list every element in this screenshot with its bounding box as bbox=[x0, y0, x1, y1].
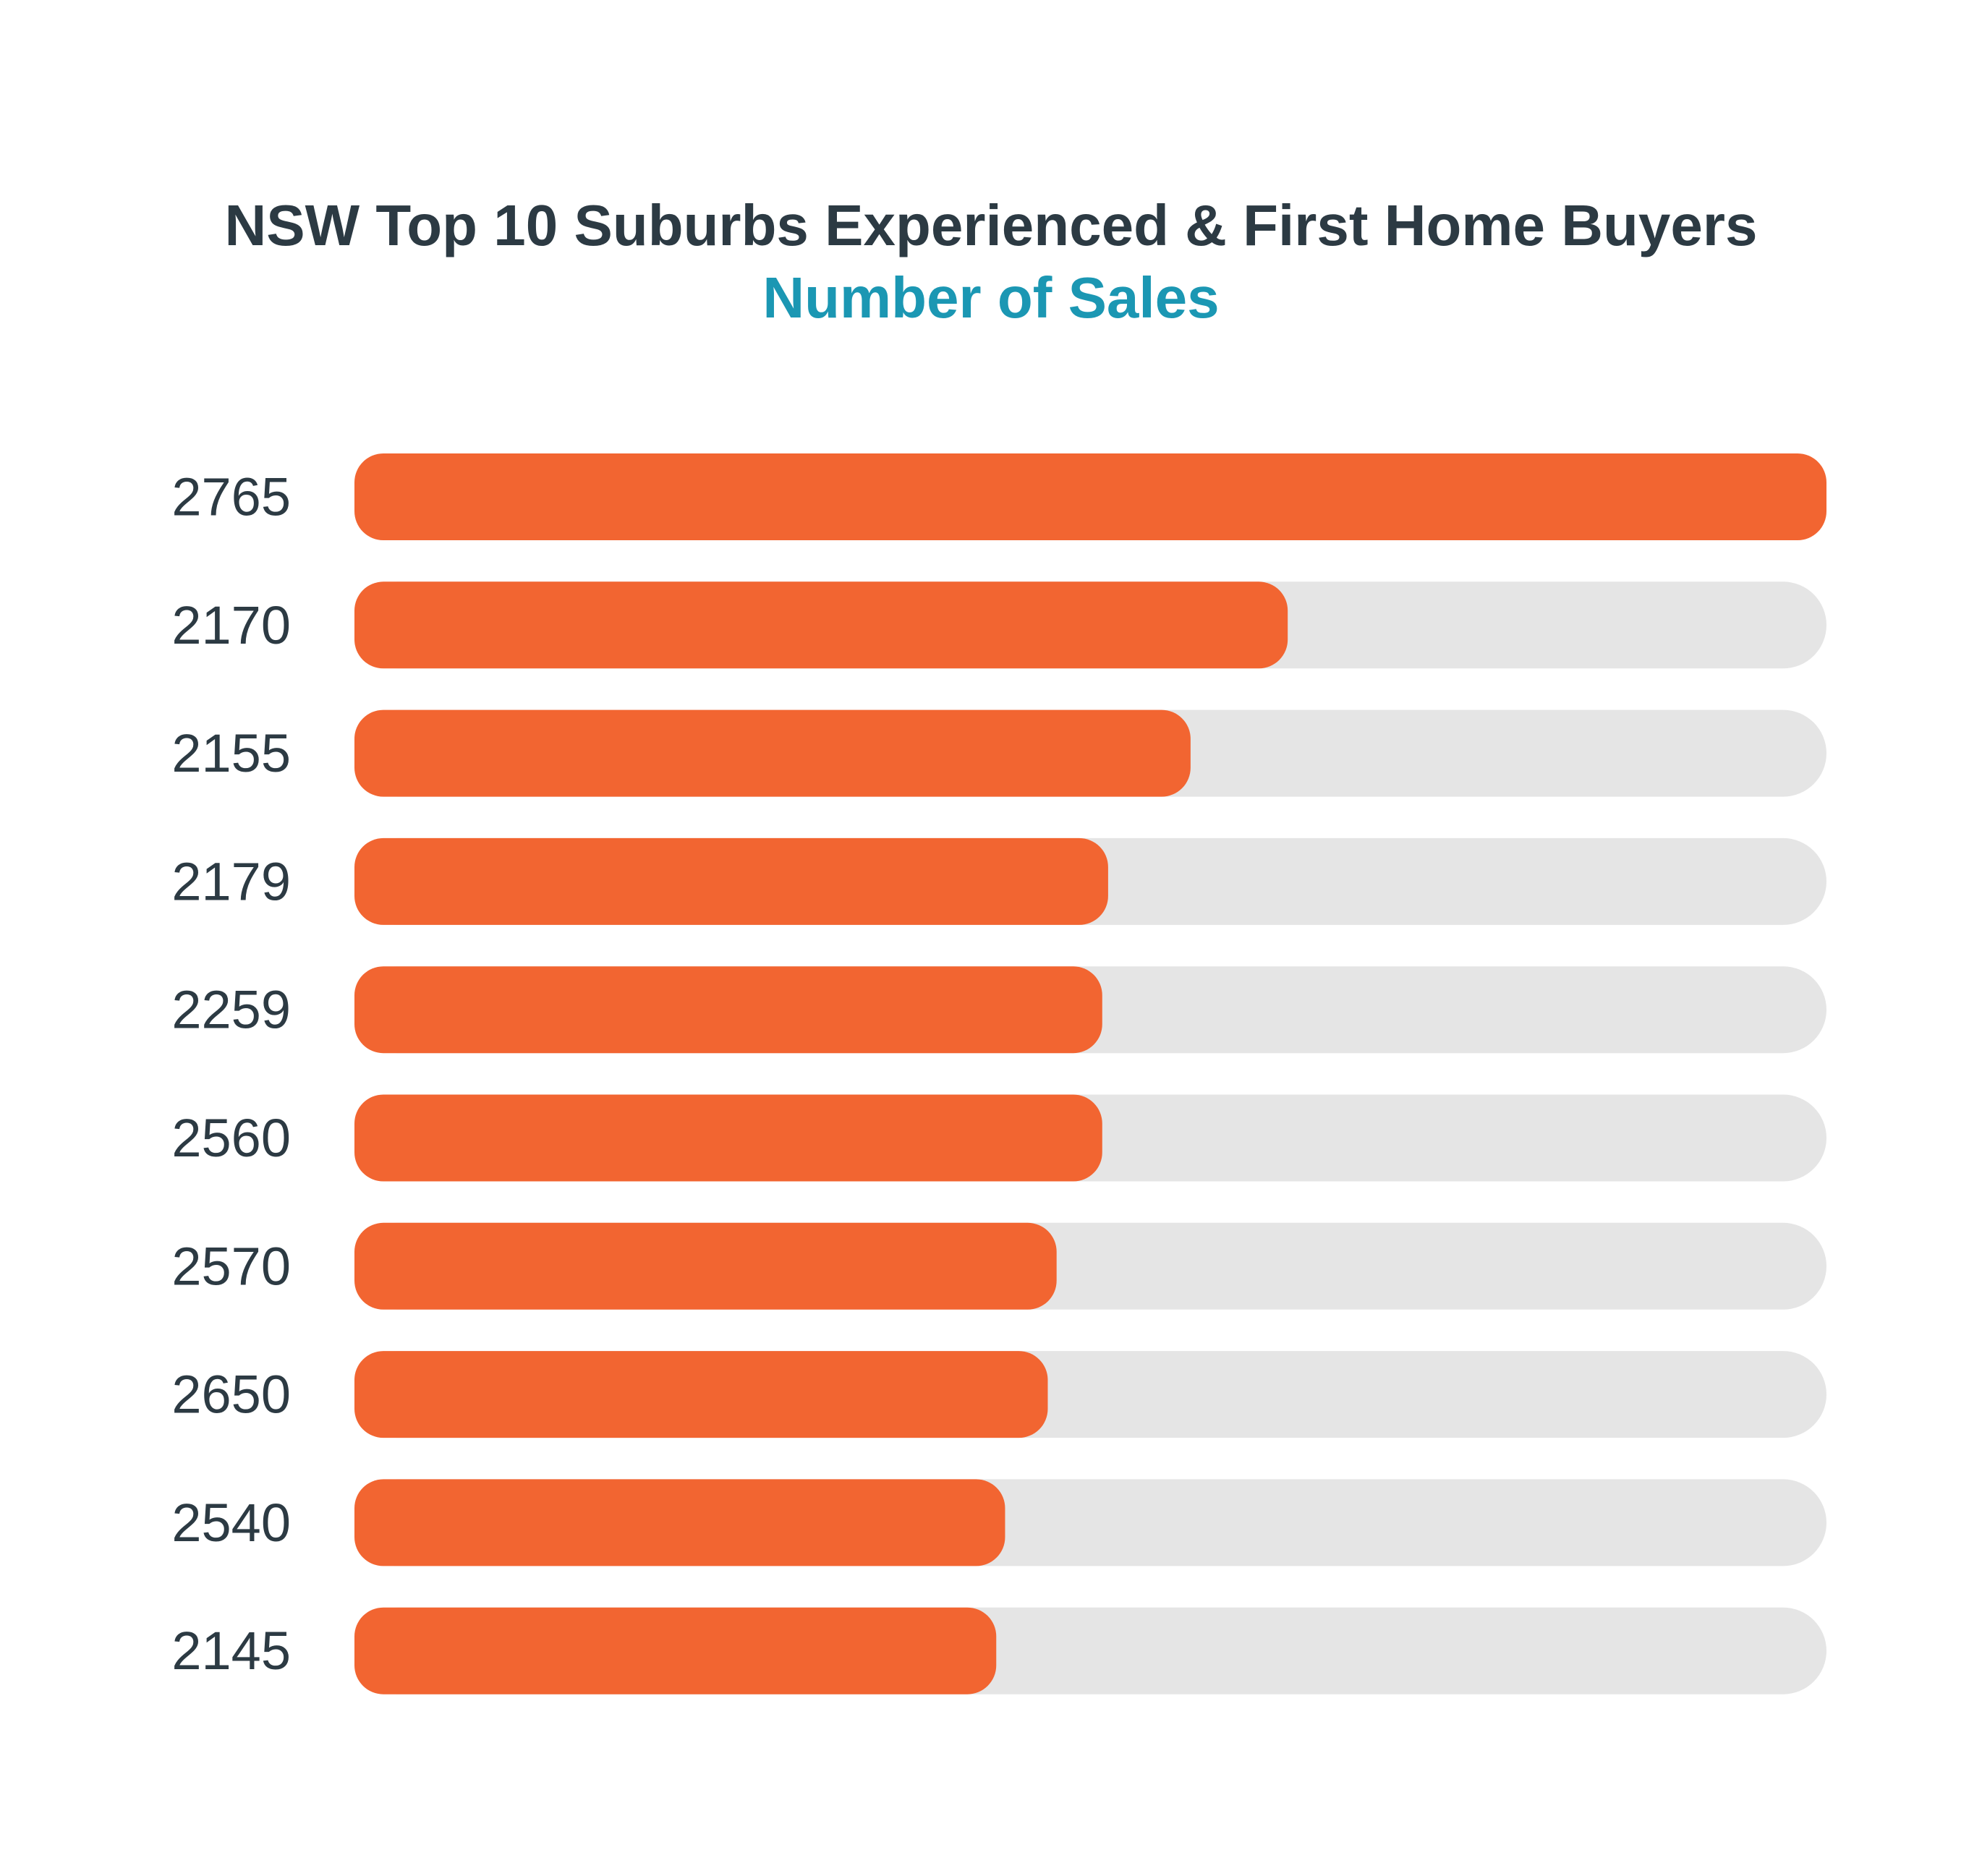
category-label-2540: 2540 bbox=[171, 1493, 291, 1553]
bar-2765 bbox=[354, 453, 1826, 540]
bar-2155 bbox=[354, 709, 1191, 797]
chart-subtitle: Number of Sales bbox=[762, 265, 1220, 330]
category-label-2560: 2560 bbox=[171, 1108, 291, 1168]
bar-2179 bbox=[354, 837, 1108, 925]
bar-2259 bbox=[354, 966, 1102, 1054]
category-label-2650: 2650 bbox=[171, 1365, 291, 1425]
category-label-2259: 2259 bbox=[171, 980, 291, 1040]
category-label-2145: 2145 bbox=[171, 1621, 291, 1681]
category-label-2155: 2155 bbox=[171, 723, 291, 783]
bar-2570 bbox=[354, 1222, 1057, 1310]
category-label-2170: 2170 bbox=[171, 595, 291, 655]
bar-2170 bbox=[354, 581, 1288, 669]
chart-title: NSW Top 10 Suburbs Experienced & First H… bbox=[224, 193, 1758, 257]
bar-2560 bbox=[354, 1094, 1102, 1182]
category-label-2765: 2765 bbox=[171, 467, 291, 527]
bar-2145 bbox=[354, 1607, 997, 1694]
category-label-2179: 2179 bbox=[171, 851, 291, 911]
bar-2540 bbox=[354, 1479, 1005, 1566]
category-label-2570: 2570 bbox=[171, 1236, 291, 1296]
bar-2650 bbox=[354, 1351, 1048, 1438]
